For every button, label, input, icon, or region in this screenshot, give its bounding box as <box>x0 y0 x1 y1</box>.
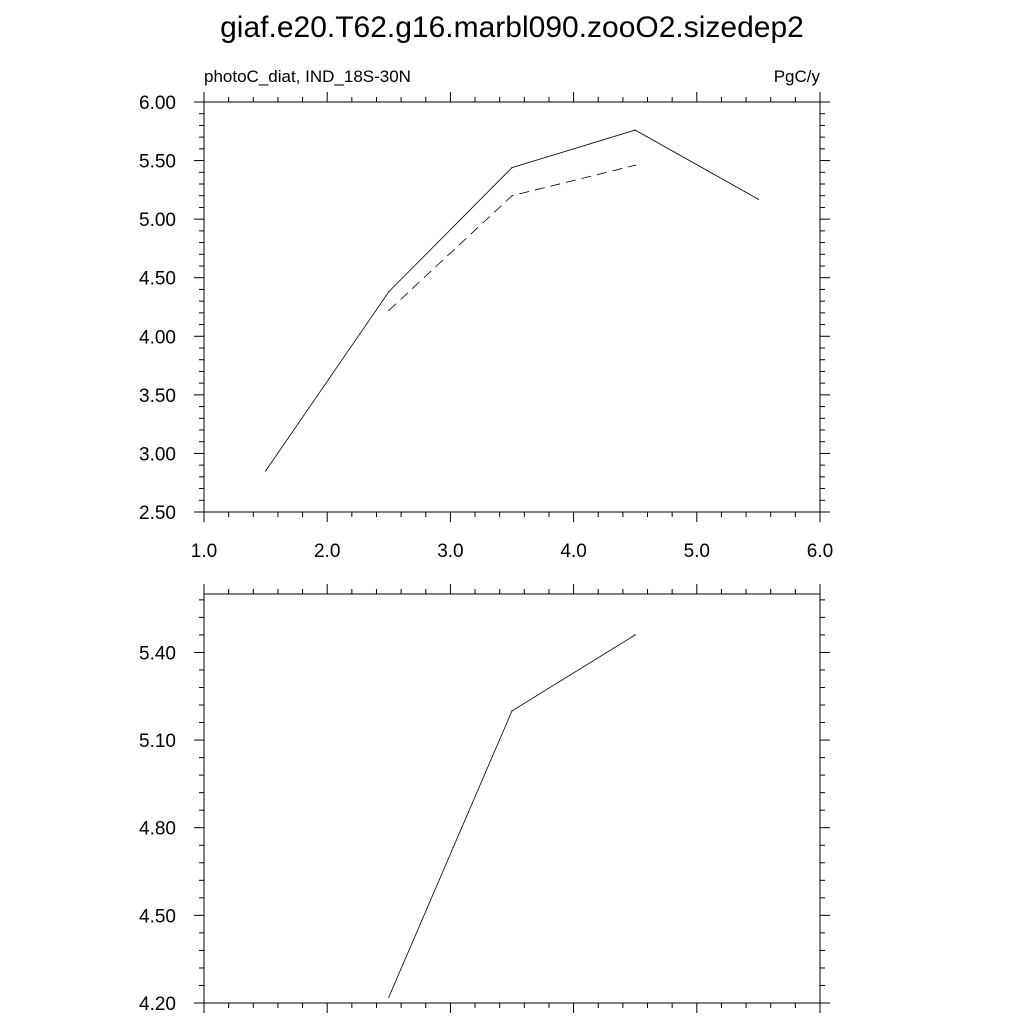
y-tick-label: 6.00 <box>139 93 176 114</box>
y-tick-label: 3.50 <box>139 386 176 407</box>
y-tick-label: 2.50 <box>139 503 176 524</box>
x-tick-label: 3.0 <box>437 541 463 562</box>
series-line-dashed <box>388 164 636 311</box>
y-tick-label: 5.10 <box>139 731 176 752</box>
data-point <box>511 710 513 712</box>
x-tick-label: 4.0 <box>560 541 586 562</box>
series-line-solid <box>388 634 636 998</box>
y-tick-label: 5.40 <box>139 643 176 664</box>
y-tick-label: 4.80 <box>139 819 176 840</box>
y-tick-label: 4.50 <box>139 269 176 290</box>
data-point <box>634 129 636 131</box>
plot-frame <box>203 593 821 1004</box>
data-point <box>388 291 390 293</box>
units-label: PgC/y <box>774 67 821 86</box>
y-tick-label: 3.00 <box>139 444 176 465</box>
data-point <box>757 198 760 200</box>
data-point <box>511 167 513 169</box>
data-point <box>634 164 636 166</box>
plot-frame <box>203 101 821 513</box>
bottom-panel: 4.20 4.50 4.80 5.10 5.40 <box>139 584 830 1015</box>
y-tick-label: 4.00 <box>139 327 176 348</box>
top-panel: 1.0 2.0 3.0 4.0 5.0 6.0 2.50 3.00 3.50 4.00 4.50 5.… <box>139 92 833 562</box>
y-tick-label: 5.50 <box>139 152 176 173</box>
y-tick-label: 4.20 <box>139 994 176 1015</box>
y-tick-label: 5.00 <box>139 210 176 231</box>
chart-title: giaf.e20.T62.g16.marbl090.zooO2.sizedep2 <box>220 11 804 44</box>
series-line-solid <box>265 129 759 472</box>
data-point <box>634 634 636 636</box>
data-point <box>511 195 513 197</box>
x-tick-label: 1.0 <box>191 541 217 562</box>
left-subtitle: photoC_diat, IND_18S-30N <box>204 67 411 86</box>
data-point <box>265 470 267 472</box>
x-tick-label: 5.0 <box>684 541 710 562</box>
data-point <box>388 996 390 998</box>
data-point <box>388 309 390 312</box>
y-tick-label: 4.50 <box>139 906 176 927</box>
x-tick-label: 2.0 <box>314 541 340 562</box>
x-tick-label: 6.0 <box>807 541 833 562</box>
